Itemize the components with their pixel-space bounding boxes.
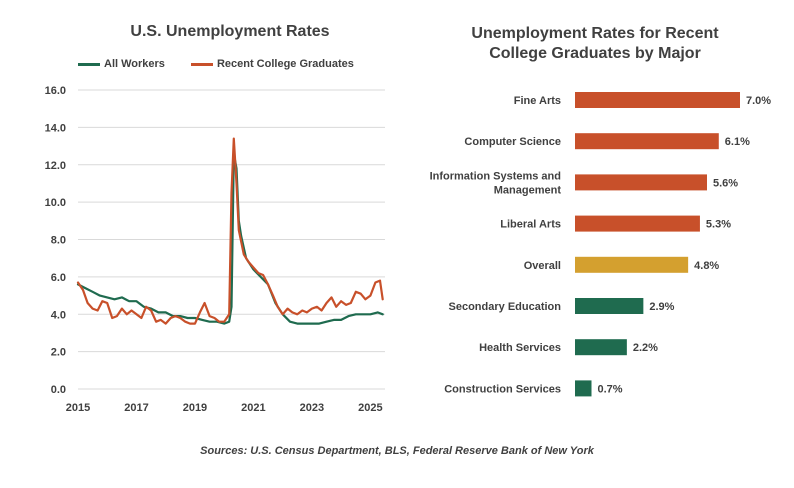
y-tick-label: 10.0 (45, 197, 66, 209)
category-label: Information Systems and (430, 170, 561, 182)
bar (575, 92, 740, 108)
legend-label-recent-grads: Recent College Graduates (216, 58, 354, 70)
y-tick-label: 8.0 (51, 235, 66, 247)
bar-chart-title-line-1: Unemployment Rates for Recent (471, 25, 719, 42)
bar (575, 174, 707, 191)
x-tick-label: 2015 (66, 402, 90, 414)
y-tick-label: 0.0 (51, 384, 66, 396)
y-tick-label: 12.0 (45, 160, 66, 172)
bar-value-label: 5.3% (706, 219, 731, 231)
y-tick-label: 4.0 (51, 309, 66, 321)
x-tick-label: 2023 (300, 402, 324, 414)
category-label: Secondary Education (449, 301, 562, 313)
x-tick-label: 2021 (241, 402, 265, 414)
bar-value-label: 7.0% (746, 95, 771, 107)
category-label: Fine Arts (514, 95, 561, 107)
series-line-recent-grads (76, 137, 384, 325)
line-chart-legend: All Workers Recent College Graduates (78, 58, 380, 70)
x-tick-label: 2017 (124, 402, 148, 414)
y-tick-label: 16.0 (45, 85, 66, 97)
bar (575, 380, 592, 397)
y-tick-label: 2.0 (51, 347, 66, 359)
bar (575, 339, 627, 356)
bar-value-label: 0.7% (598, 383, 623, 395)
bar-chart-title: Unemployment Rates for Recent College Gr… (420, 24, 770, 64)
sources-footnote: Sources: U.S. Census Department, BLS, Fe… (200, 445, 594, 457)
bar (575, 133, 719, 150)
y-tick-label: 6.0 (51, 272, 66, 284)
legend-swatch-recent-grads (190, 62, 213, 66)
x-tick-label: 2025 (358, 402, 382, 414)
y-tick-label: 14.0 (45, 122, 66, 134)
bar (575, 256, 689, 273)
category-label: Overall (524, 260, 561, 272)
legend-item-all-workers: All Workers (78, 58, 165, 70)
category-label: Liberal Arts (500, 219, 561, 231)
bar (575, 215, 700, 232)
category-label: Management (494, 184, 562, 196)
line-chart-title: U.S. Unemployment Rates (130, 23, 330, 40)
x-tick-label: 2019 (183, 402, 207, 414)
bar (575, 298, 644, 314)
category-label: Health Services (479, 342, 561, 354)
bar-value-label: 2.2% (633, 342, 658, 354)
category-label: Computer Science (464, 136, 561, 148)
legend-label-all-workers: All Workers (104, 58, 165, 70)
bar-value-label: 4.8% (694, 260, 719, 272)
legend-swatch-all-workers (78, 62, 100, 66)
category-label: Construction Services (444, 383, 561, 395)
bar-value-label: 5.6% (713, 177, 738, 189)
legend-item-recent-grads: Recent College Graduates (190, 58, 354, 70)
bar-value-label: 2.9% (649, 301, 674, 313)
bar-value-label: 6.1% (725, 136, 750, 148)
bar-chart-title-line-2: College Graduates by Major (489, 45, 701, 62)
